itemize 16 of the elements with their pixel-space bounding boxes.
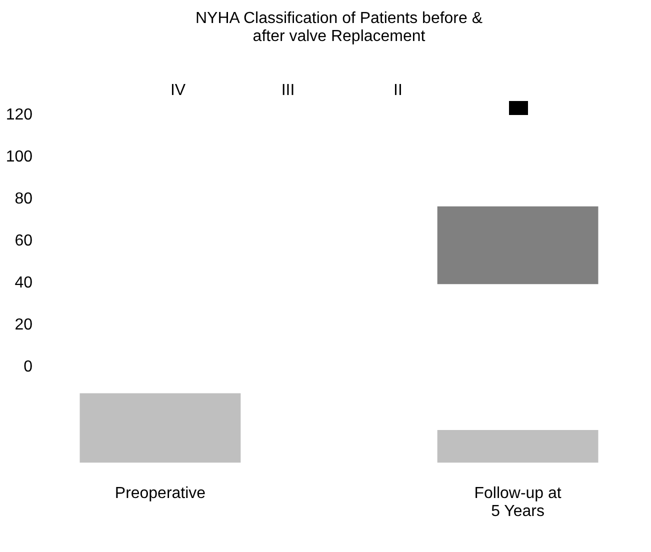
x-tick-label: Follow-up at 5 Years — [474, 485, 562, 520]
text: III — [281, 82, 295, 99]
bar — [80, 393, 241, 463]
y-tick-label: 40 — [14, 274, 33, 292]
x-tick-label: Preoperative — [114, 485, 206, 502]
y-tick-label: 120 — [6, 106, 33, 124]
bar — [437, 206, 598, 284]
y-tick-label: 80 — [14, 190, 33, 208]
y-tick-label: 60 — [14, 232, 33, 250]
y-tick-label: 0 — [24, 358, 33, 376]
text: IV — [170, 82, 186, 99]
chart-title: NYHA Classification of Patients before & after valve Replacement — [196, 10, 483, 45]
text: II — [394, 82, 402, 99]
y-tick-label: 20 — [14, 316, 33, 334]
bar — [437, 430, 598, 463]
y-tick-label: 100 — [6, 148, 33, 166]
